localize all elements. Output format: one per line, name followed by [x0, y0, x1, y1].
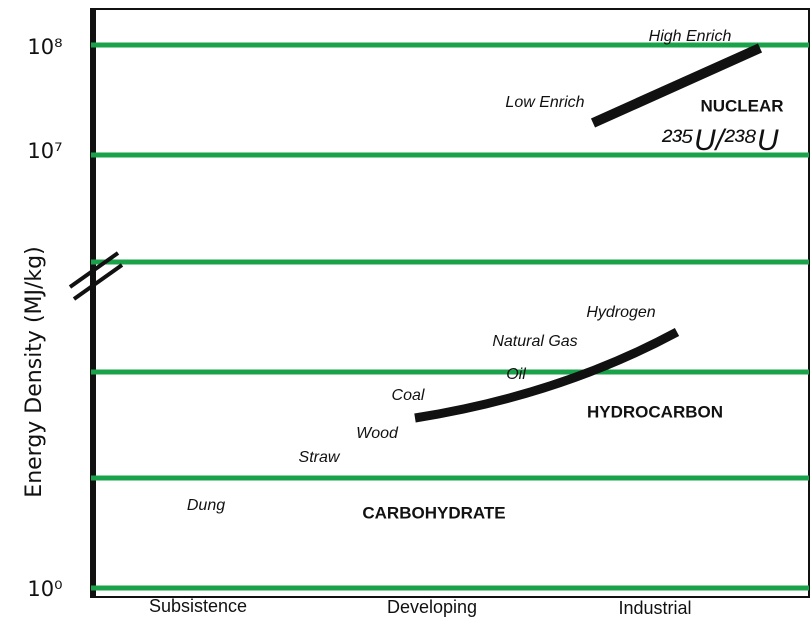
- x-tick-label: Developing: [387, 597, 477, 617]
- label: Dung: [187, 497, 225, 514]
- nuclear-curve: [590, 43, 763, 128]
- label: Natural Gas: [492, 333, 577, 350]
- label: Oil: [506, 366, 526, 383]
- y-tick-label: 10⁷: [27, 139, 62, 163]
- label: Coal: [392, 387, 425, 404]
- break-mark: [72, 263, 124, 301]
- hydrocarbon-curve: [414, 328, 680, 423]
- label: Wood: [356, 425, 399, 442]
- y-tick-label: 10⁰: [27, 577, 62, 601]
- grid-lines: [91, 42, 809, 591]
- axis-break: [68, 251, 124, 301]
- break-mark: [68, 251, 120, 289]
- label: High Enrich: [649, 28, 732, 45]
- x-tick-label: Industrial: [618, 598, 691, 618]
- label: CARBOHYDRATE: [362, 503, 505, 522]
- y-tick-label: 10⁸: [27, 35, 62, 59]
- label: Hydrogen: [586, 304, 655, 321]
- x-tick-label: Subsistence: [149, 596, 247, 616]
- label: Straw: [299, 449, 341, 466]
- label: Low Enrich: [505, 94, 584, 111]
- y-axis-label: Energy Density (MJ/kg): [22, 246, 47, 497]
- label: HYDROCARBON: [587, 402, 723, 421]
- frame: [90, 8, 810, 598]
- label: ²³⁵U/²³⁸U: [661, 124, 779, 157]
- label: NUCLEAR: [700, 96, 783, 115]
